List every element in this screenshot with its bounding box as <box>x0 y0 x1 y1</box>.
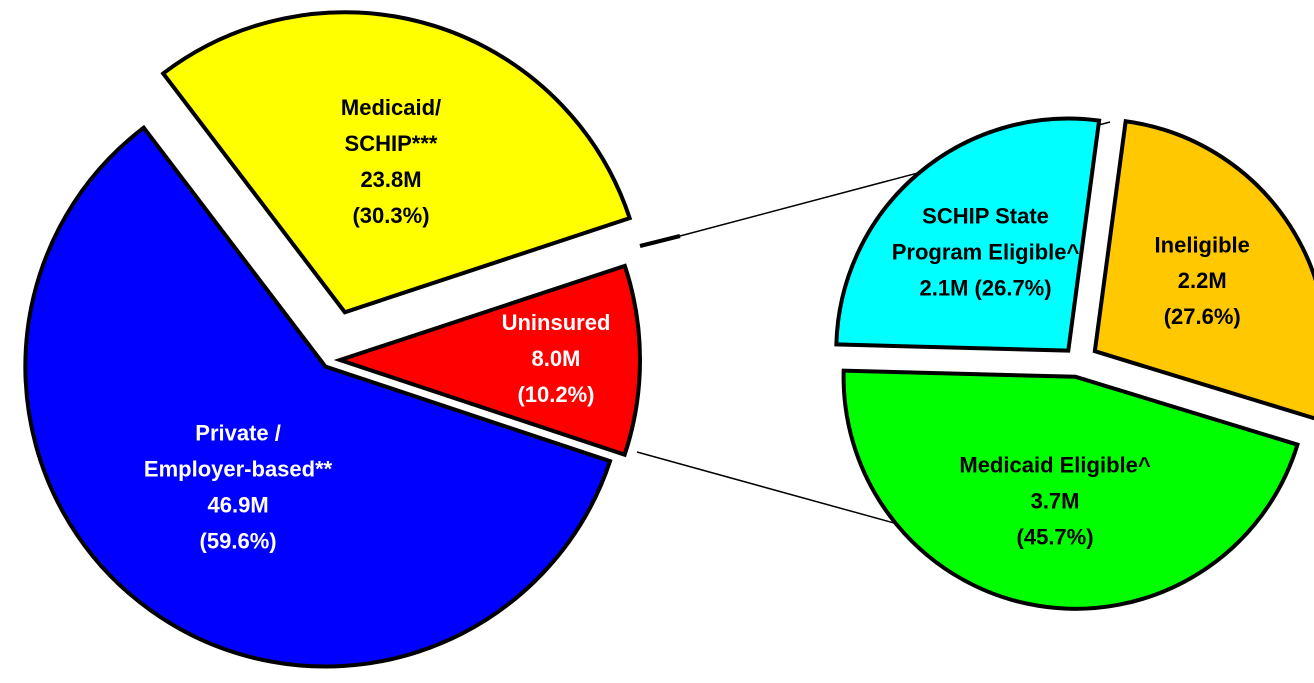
amount-percent-label: 2.1M (26.7%) <box>919 275 1051 300</box>
slice-label: SCHIP State Program Eligible^ <box>892 203 1080 264</box>
label-line: Uninsured <box>502 310 611 335</box>
amount-label: 8.0M <box>532 346 581 371</box>
pie-slice <box>834 116 1102 353</box>
label-line: Employer-based** <box>144 456 333 481</box>
percent-label: (45.7%) <box>1017 525 1094 550</box>
slice-label: Private / Employer-based** <box>144 420 333 481</box>
pie-slice <box>1092 119 1314 421</box>
slice-label: Ineligible <box>1155 232 1250 257</box>
percent-label: (26.7%) <box>975 275 1052 300</box>
slice-label: Medicaid/SCHIP*** <box>341 95 441 156</box>
percent-label: (27.6%) <box>1164 304 1241 329</box>
slice-label: Uninsured <box>502 310 611 335</box>
label-line: Program Eligible^ <box>892 239 1080 264</box>
percent-label: (10.2%) <box>517 382 594 407</box>
percent-label: (59.6%) <box>200 528 277 553</box>
amount-label: 2.1M <box>919 275 968 300</box>
label-line: SCHIP State <box>922 203 1049 228</box>
label-line: Medicaid Eligible^ <box>959 453 1150 478</box>
pie-slice <box>841 368 1300 611</box>
amount-label: 3.7M <box>1031 489 1080 514</box>
slice-label: Medicaid Eligible^ <box>959 453 1150 478</box>
pie-slice <box>160 10 633 315</box>
connector <box>639 234 681 248</box>
pie-slice <box>333 263 642 458</box>
label-line: Ineligible <box>1155 232 1250 257</box>
label-line: Private / <box>195 420 281 445</box>
pie-slice <box>23 124 613 669</box>
percent-label: (30.3%) <box>352 203 429 228</box>
label-line: SCHIP*** <box>345 131 438 156</box>
label-line: Medicaid/ <box>341 95 441 120</box>
amount-label: 23.8M <box>360 167 421 192</box>
amount-label: 2.2M <box>1178 268 1227 293</box>
amount-label: 46.9M <box>208 492 269 517</box>
